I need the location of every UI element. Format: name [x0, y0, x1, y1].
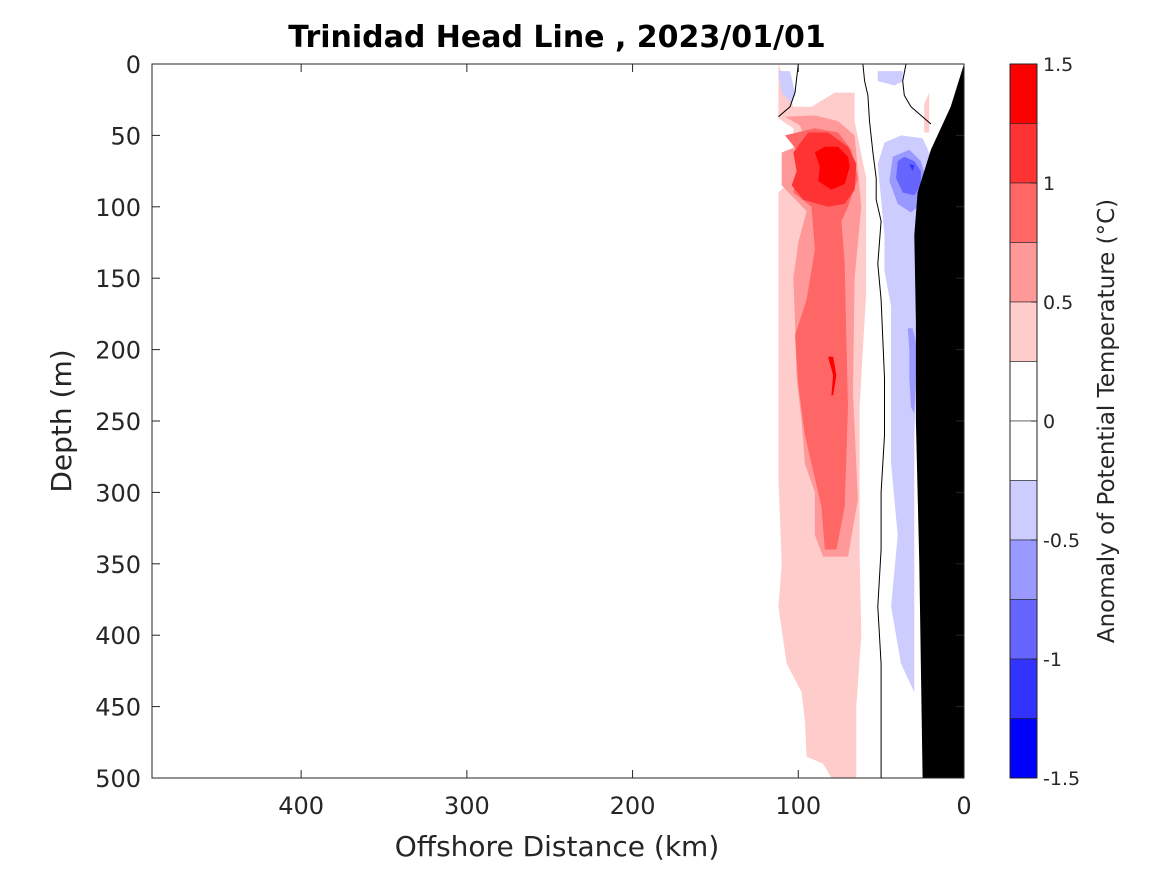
colorbar-swatch [1009, 539, 1038, 600]
contour-fills [778, 64, 931, 778]
colorbar-swatch [1009, 63, 1038, 124]
colorbar-swatch [1009, 599, 1038, 660]
colorbar-tick-label: -1.5 [1043, 768, 1080, 790]
colorbar-tick-label: 0 [1043, 411, 1055, 433]
contour-region-cool-025-top [778, 71, 795, 104]
zero-contour-left [778, 63, 799, 118]
colorbar-label: Anomaly of Potential Temperature (°C) [1094, 199, 1120, 643]
y-tick-label: 250 [95, 408, 141, 436]
y-tick-label: 200 [95, 337, 141, 365]
x-tick-labels: 400 300 200 100 0 [278, 792, 971, 820]
colorbar-swatch [1009, 301, 1038, 362]
colorbar-swatch [1009, 718, 1038, 779]
colorbar-tick-label: -1 [1043, 649, 1062, 671]
tick-marks [152, 63, 965, 779]
x-axis-label: Offshore Distance (km) [395, 830, 720, 863]
land-mask [914, 64, 964, 778]
colorbar-swatch [1009, 480, 1038, 541]
y-tick-label: 150 [95, 265, 141, 293]
colorbar-tick-label: -0.5 [1043, 530, 1080, 552]
colorbar-tick-label: 1 [1043, 173, 1055, 195]
y-axis-label: Depth (m) [45, 349, 78, 492]
x-tick-label: 0 [956, 792, 971, 820]
contour-region-cool-100 [909, 164, 915, 172]
contour-region-warm-075 [785, 128, 858, 550]
y-tick-label: 450 [95, 694, 141, 722]
colorbar-swatch [1009, 123, 1038, 184]
colorbar-tick-labels: 1.5 1 0.5 0 -0.5 -1 -1.5 [1043, 54, 1080, 790]
zero-contours [778, 63, 932, 778]
x-tick-label: 200 [610, 792, 656, 820]
chart-title: Trinidad Head Line , 2023/01/01 [288, 20, 825, 55]
colorbar-tick-label: 1.5 [1043, 54, 1073, 76]
colorbar-swatch [1009, 658, 1038, 719]
zero-contour-right [902, 63, 932, 125]
contour-region-warm-125 [814, 146, 850, 190]
plot-area [151, 63, 965, 779]
x-tick-label: 100 [775, 792, 821, 820]
colorbar-swatch [1009, 182, 1038, 243]
y-tick-label: 350 [95, 551, 141, 579]
colorbar-tick-label: 0.5 [1043, 292, 1073, 314]
colorbar: 1.5 1 0.5 0 -0.5 -1 -1.5 [1009, 54, 1080, 790]
x-tick-label: 400 [278, 792, 324, 820]
y-tick-label: 500 [95, 765, 141, 793]
colorbar-swatch [1009, 242, 1038, 303]
y-tick-label: 50 [110, 122, 141, 150]
colorbar-swatches [1009, 63, 1038, 779]
colorbar-swatch [1009, 420, 1038, 481]
zero-contour-mid [862, 63, 885, 778]
contour-region-warm-shelf [924, 92, 930, 133]
y-tick-labels: 0 50 100 150 200 250 300 350 400 450 500 [95, 51, 141, 793]
y-tick-label: 100 [95, 194, 141, 222]
contour-region-cool-050-b [907, 328, 916, 414]
x-tick-label: 300 [444, 792, 490, 820]
colorbar-swatch [1009, 361, 1038, 422]
colorbar-ticks [1031, 63, 1037, 779]
contour-region-warm-125-deep [828, 356, 837, 396]
land-mask-polygon [914, 64, 964, 778]
y-tick-label: 0 [126, 51, 141, 79]
contour-region-cool-025-top2 [877, 71, 903, 86]
contour-region-cool-075 [896, 156, 921, 196]
y-tick-label: 400 [95, 622, 141, 650]
y-tick-label: 300 [95, 479, 141, 507]
